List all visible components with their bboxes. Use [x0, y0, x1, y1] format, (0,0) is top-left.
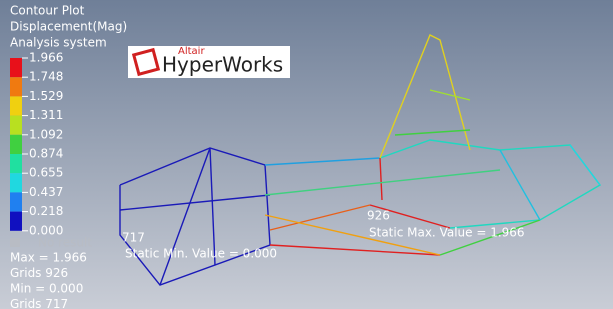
viewport: Altair HyperWorks Contour Plot Displaceme… — [0, 0, 613, 309]
info-line: Max = 1.966 — [10, 251, 87, 265]
legend-band — [10, 116, 22, 135]
min-label: Static Min. Value = 0.000 — [125, 247, 277, 261]
legend-label: 0.655 — [29, 166, 63, 180]
max-label: Static Max. Value = 1.966 — [369, 226, 525, 240]
legend-label: 1.529 — [29, 89, 63, 103]
header-line: Displacement(Mag) — [10, 20, 127, 34]
info-line: Grids 926 — [10, 266, 68, 280]
no-result: No result — [38, 236, 92, 250]
legend-label: 1.311 — [29, 108, 63, 122]
legend-label: 1.966 — [29, 51, 63, 65]
legend-band — [10, 58, 22, 77]
header-line: Contour Plot — [10, 4, 85, 18]
legend-label: 1.748 — [29, 70, 63, 84]
info-line: Grids 717 — [10, 297, 68, 309]
info-line: Min = 0.000 — [10, 282, 83, 296]
header-line: Analysis system — [10, 36, 107, 50]
legend-label: 1.092 — [29, 127, 63, 141]
legend-band — [10, 77, 22, 96]
legend-band — [10, 192, 22, 211]
legend-label: 0.874 — [29, 147, 63, 161]
no-result-swatch — [10, 238, 20, 247]
legend-label: 0.437 — [29, 185, 63, 199]
legend-band — [10, 96, 22, 115]
legend-band — [10, 135, 22, 154]
logo: Altair HyperWorks — [128, 46, 290, 78]
legend-band — [10, 173, 22, 192]
min-node: 717 — [122, 231, 145, 245]
max-node: 926 — [367, 209, 390, 223]
legend-band — [10, 154, 22, 173]
legend-label: 0.218 — [29, 204, 63, 218]
logo-product: HyperWorks — [162, 53, 283, 77]
legend-band — [10, 212, 22, 231]
